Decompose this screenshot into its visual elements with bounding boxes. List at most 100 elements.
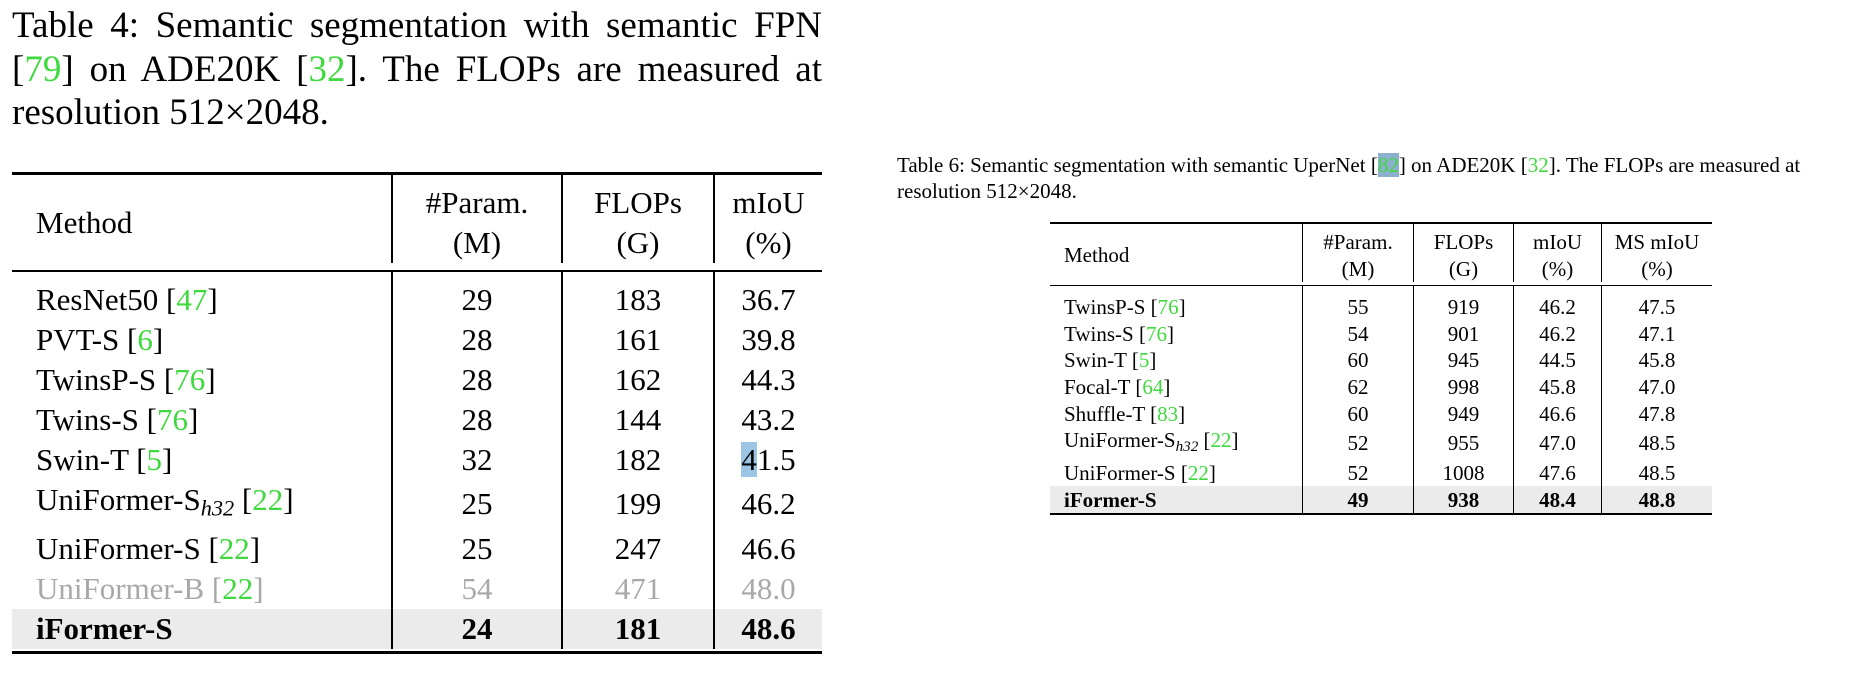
table-row: Shuffle-T [83] 60 949 46.6 47.8 <box>1050 400 1712 427</box>
citation-link[interactable]: 76 <box>1145 321 1167 346</box>
flops-cell: 161 <box>561 320 714 360</box>
citation-link[interactable]: 32 <box>1527 153 1549 177</box>
header-flops: FLOPs <box>561 175 714 223</box>
param-cell: 55 <box>1302 286 1414 321</box>
citation-link[interactable]: 76 <box>156 402 188 437</box>
miou-cell: 41.5 <box>713 440 822 480</box>
citation-link[interactable]: 76 <box>1157 295 1179 320</box>
bottom-rule <box>1050 512 1712 515</box>
citation-link[interactable]: 6 <box>137 322 153 357</box>
table-row: UniFormer-Sh32 [22] 52 955 47.0 48.5 <box>1050 426 1712 460</box>
table-row: Focal-T [64] 62 998 45.8 47.0 <box>1050 373 1712 401</box>
param-cell: 28 <box>391 400 562 440</box>
ms-miou-cell: 47.8 <box>1601 400 1712 427</box>
param-cell: 25 <box>391 480 562 529</box>
citation-link[interactable]: 32 <box>308 48 346 90</box>
citation-link-selected[interactable]: 82 <box>1377 153 1399 177</box>
miou-cell: 43.2 <box>713 400 822 440</box>
param-cell: 52 <box>1302 426 1414 460</box>
miou-cell: 48.6 <box>713 608 822 649</box>
citation-link[interactable]: 22 <box>1210 427 1232 452</box>
miou-cell: 45.8 <box>1513 373 1602 401</box>
flops-cell: 183 <box>561 272 714 320</box>
method-cell: UniFormer-S [22] <box>36 530 261 566</box>
header-miou: mIoU <box>713 175 822 223</box>
miou-cell: 44.3 <box>713 360 822 400</box>
header-flops-unit: (G) <box>1413 255 1514 282</box>
table-row: Twins-S [76] 54 901 46.2 47.1 <box>1050 320 1712 348</box>
table4: Method #Param. FLOPs mIoU (M) (G) (%) Re… <box>12 172 822 654</box>
method-cell: Swin-T [5] <box>36 442 173 477</box>
citation-link[interactable]: 22 <box>218 530 250 566</box>
citation-link[interactable]: 47 <box>176 282 208 317</box>
header-flops-unit: (G) <box>561 223 714 263</box>
top-rule <box>12 172 822 175</box>
header-miou-unit: (%) <box>1513 255 1602 282</box>
caption-text: ]. The FLOPs are measured at resolution … <box>897 153 1801 203</box>
citation-link[interactable]: 22 <box>1187 461 1209 486</box>
ms-miou-cell: 48.8 <box>1601 486 1712 513</box>
table6-caption: Table 6: Semantic segmentation with sema… <box>897 152 1865 204</box>
method-cell: UniFormer-Sh32 [22] <box>1064 427 1239 455</box>
text-selection-highlight[interactable]: 4 <box>741 442 757 477</box>
table-row: Swin-T [5] 32 182 41.5 <box>12 440 822 480</box>
flops-cell: 919 <box>1413 286 1514 321</box>
table-row: ResNet50 [47] 29 183 36.7 <box>12 272 822 320</box>
method-cell: Twins-S [76] <box>1064 321 1174 346</box>
param-cell: 60 <box>1302 400 1414 427</box>
caption-text: Table 6: Semantic segmentation with sema… <box>897 153 1378 177</box>
table6: Method #Param. FLOPs mIoU MS mIoU (M) (G… <box>1050 222 1712 515</box>
citation-link[interactable]: 76 <box>174 362 206 397</box>
ms-miou-cell: 47.0 <box>1601 373 1712 401</box>
flops-cell: 949 <box>1413 400 1514 427</box>
citation-link[interactable]: 83 <box>1157 401 1179 426</box>
flops-cell: 955 <box>1413 426 1514 460</box>
header-ms-miou: MS mIoU <box>1601 224 1712 255</box>
param-cell: 28 <box>391 320 562 360</box>
table-row: UniFormer-B [22] 54 471 48.0 <box>12 568 822 609</box>
ms-miou-cell: 48.5 <box>1601 459 1712 487</box>
citation-link[interactable]: 64 <box>1142 375 1164 400</box>
table-row: UniFormer-Sh32 [22] 25 199 46.2 <box>12 480 822 529</box>
method-cell: iFormer-S <box>1050 486 1303 513</box>
citation-link[interactable]: 22 <box>252 482 284 517</box>
flops-cell: 901 <box>1413 320 1514 348</box>
table-row: TwinsP-S [76] 28 162 44.3 <box>12 360 822 400</box>
ms-miou-cell: 48.5 <box>1601 426 1712 460</box>
flops-cell: 998 <box>1413 373 1514 401</box>
table-row: UniFormer-S [22] 25 247 46.6 <box>12 528 822 569</box>
method-cell: iFormer-S <box>12 608 392 649</box>
param-cell: 24 <box>391 608 562 649</box>
param-cell: 49 <box>1302 486 1414 513</box>
caption-text: Table 4: Semantic segmentation with sema… <box>12 5 822 90</box>
bottom-rule <box>12 650 822 654</box>
method-cell: TwinsP-S [76] <box>36 362 216 397</box>
param-cell: 60 <box>1302 347 1414 374</box>
flops-cell: 181 <box>561 608 714 649</box>
flops-cell: 1008 <box>1413 459 1514 487</box>
citation-link[interactable]: 5 <box>146 442 163 477</box>
table-row: TwinsP-S [76] 55 919 46.2 47.5 <box>1050 286 1712 321</box>
param-cell: 32 <box>391 440 562 480</box>
miou-cell: 39.8 <box>713 320 822 360</box>
flops-cell: 945 <box>1413 347 1514 374</box>
ms-miou-cell: 47.5 <box>1601 286 1712 321</box>
header-param: #Param. <box>391 175 562 223</box>
method-cell: Shuffle-T [83] <box>1064 401 1186 426</box>
mid-rule <box>12 270 822 272</box>
miou-cell: 46.6 <box>713 528 822 569</box>
citation-link[interactable]: 79 <box>24 48 62 90</box>
caption-text: ]. The FLOPs are measured at resolution … <box>12 48 822 134</box>
miou-cell: 46.2 <box>713 480 822 529</box>
header-miou: mIoU <box>1513 224 1602 255</box>
caption-text: ] on ADE20K [ <box>1398 153 1528 177</box>
ms-miou-cell: 45.8 <box>1601 347 1712 374</box>
table4-caption: Table 4: Semantic segmentation with sema… <box>12 4 822 135</box>
header-method: Method <box>1064 243 1130 267</box>
flops-cell: 938 <box>1413 486 1514 513</box>
citation-link[interactable]: 22 <box>222 570 254 606</box>
header-miou-unit: (%) <box>713 223 822 263</box>
param-cell: 52 <box>1302 459 1414 487</box>
flops-cell: 199 <box>561 480 714 529</box>
citation-link[interactable]: 5 <box>1138 348 1150 373</box>
